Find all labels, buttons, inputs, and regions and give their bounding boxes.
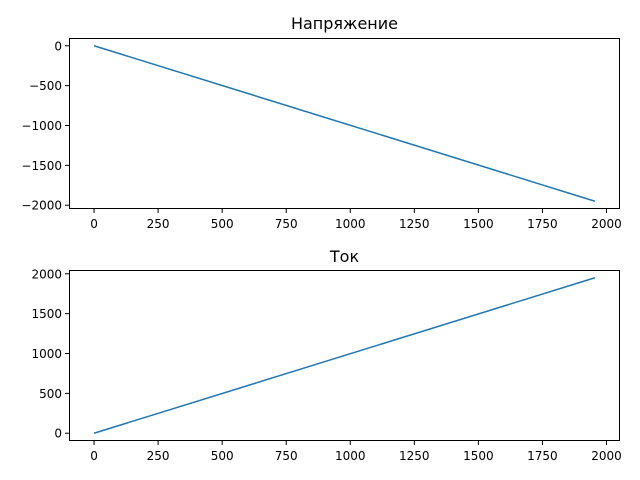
chart-voltage-plot: 0 250 500 750 1000 1250 1500 1750 2000 0 −500 −1000… [21, 38, 622, 231]
voltage-x-tick-label: 500 [211, 217, 234, 231]
voltage-axes-frame [69, 38, 620, 209]
current-x-tick-label: 1500 [463, 449, 494, 463]
chart-current-title: Ток [329, 247, 360, 266]
voltage-y-tick-label: 0 [54, 39, 62, 53]
current-x-tick-label: 250 [147, 449, 170, 463]
voltage-x-tick-label: 1500 [463, 217, 494, 231]
chart-voltage-title: Напряжение [291, 14, 398, 33]
current-x-tick-label: 1000 [335, 449, 366, 463]
current-y-tick-label: 500 [39, 387, 62, 401]
current-x-tick-label: 0 [90, 449, 98, 463]
current-y-tick-label: 1000 [31, 347, 62, 361]
current-y-tick-label: 0 [54, 427, 62, 441]
voltage-y-tick-label: −2000 [21, 199, 62, 213]
voltage-y-tick-label: −500 [29, 79, 62, 93]
current-x-tick-label: 1250 [399, 449, 430, 463]
voltage-x-tick-label: 1000 [335, 217, 366, 231]
current-series-line [93, 277, 596, 434]
voltage-x-tick-label: 1750 [527, 217, 558, 231]
current-y-tick-label: 1500 [31, 307, 62, 321]
chart-voltage: Напряжение 0 250 500 750 1000 1250 1500 1750 200… [21, 14, 621, 231]
current-axes-frame [69, 270, 620, 441]
voltage-y-tick-label: −1000 [21, 119, 62, 133]
current-x-tick-label: 1750 [527, 449, 558, 463]
voltage-x-tick-label: 1250 [399, 217, 430, 231]
voltage-x-tick-label: 250 [147, 217, 170, 231]
current-x-tick-label: 750 [275, 449, 298, 463]
voltage-y-tick-label: −1500 [21, 159, 62, 173]
current-y-tick-label: 2000 [31, 267, 62, 281]
voltage-x-tick-label: 2000 [591, 217, 622, 231]
voltage-x-tick-label: 750 [275, 217, 298, 231]
chart-current: Ток 0 250 500 750 1000 1250 1500 1750 2000 0 500 10… [31, 247, 621, 463]
current-x-tick-label: 2000 [591, 449, 622, 463]
current-x-tick-label: 500 [211, 449, 234, 463]
chart-current-plot: 0 250 500 750 1000 1250 1500 1750 2000 0 500 1000 15… [31, 267, 621, 463]
voltage-series-line [93, 45, 596, 202]
voltage-x-tick-label: 0 [90, 217, 98, 231]
